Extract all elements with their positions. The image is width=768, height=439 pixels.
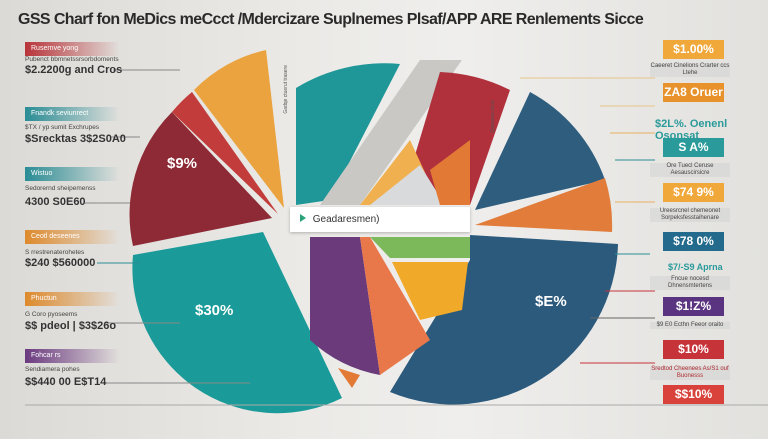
pie-slice-orange-small (430, 140, 470, 205)
right-value-box: $1!Z% (663, 297, 724, 316)
pie-slice-orange-left (194, 50, 284, 208)
left-tag: Ceotl deseenes (25, 230, 120, 244)
pie-slice-teal-top (296, 63, 400, 206)
left-tag: Phuctun (25, 292, 120, 306)
right-value-box: S A% (663, 138, 724, 157)
pie-slice-green (370, 237, 470, 258)
slice-label: $30% (195, 302, 234, 319)
left-small: Sendiamera pohes (25, 366, 80, 373)
pie-slice-blue-top (475, 92, 605, 210)
left-small: Pubenct bbmnetssrsorbdoments (25, 56, 119, 63)
left-value: $$ pdeol | $3$26o (25, 320, 117, 332)
left-tag: Rusernve yong (25, 42, 120, 56)
pie-slice-yellow (392, 262, 468, 320)
pie-slice-grey-band (320, 60, 462, 205)
left-small: Sedorernd sheipemenss (25, 185, 96, 192)
left-small: G Coro pyoseems (25, 311, 78, 318)
left-value: $$440 00 E$T14 (25, 376, 107, 388)
right-value-box: ZA8 Oruer (663, 83, 724, 102)
pie-slice-red-top (400, 72, 510, 205)
pie-slice-orange-right (475, 178, 613, 232)
left-small: $TX / yp sumit Exchrupes (25, 124, 100, 131)
pie-slice-blue-bottom (390, 235, 618, 405)
right-value-box: $1.00% (663, 40, 724, 59)
vertical-label: Qaasaue ecue (490, 100, 496, 133)
triangle-icon (300, 214, 306, 222)
left-value: $2.2200g and Cros (25, 64, 123, 76)
right-value-text: $7/-S9 Aprna (668, 262, 723, 272)
center-legend-box: Geadaresmen) (290, 207, 470, 232)
right-value-box: $$10% (663, 385, 724, 404)
right-small: $9 E0 Ecthn Feeor oraito (650, 322, 730, 329)
right-small: Sredtod Cheenees As/S1 ouf Buonesss (650, 366, 730, 380)
pie-slice-orange-bottom (338, 368, 360, 388)
left-value: 4300 S0E60 (25, 196, 86, 208)
pie-slice-lightgrey (370, 165, 445, 205)
pie-slice-purple (310, 237, 380, 375)
slice-label: $9% (167, 155, 198, 172)
left-tag: Wistuo (25, 167, 120, 181)
center-label: Geadaresmen) (312, 214, 380, 225)
slice-label: $E% (535, 293, 567, 310)
left-small: S rrestrenaterohetes (25, 249, 85, 256)
right-value-box: $78 0% (663, 232, 724, 251)
pie-slice-salmon (360, 237, 430, 375)
page-title: GSS Charf fon MeDics meCcct /Mdercizare … (18, 11, 644, 28)
vertical-label: Gadqe ctuerut trasere (283, 65, 289, 114)
right-value-box: $74 9% (663, 183, 724, 202)
left-value: $Srecktas 3$2S0A0 (25, 133, 126, 145)
left-tag: Fnandk seviunrect (25, 107, 120, 121)
right-small: Ore Tuecl Ceruse Aesauscirsicre (650, 163, 730, 177)
left-tag: Fohcar rs (25, 349, 120, 363)
right-small: Caeeret Cinelions Crarter ccs Ltehe (650, 63, 730, 77)
right-small: Fncue nocesd Dhnensmtertens (650, 276, 730, 290)
pie-slice-darkred (129, 112, 272, 246)
right-small: Ureesrcnel chemeonet Sorpeksfesstaihenar… (650, 208, 730, 222)
pie-slice-teal-left (132, 232, 342, 414)
pie-slice-red (172, 92, 278, 214)
left-value: $240 $560000 (25, 257, 96, 269)
right-value-box: $10% (663, 340, 724, 359)
